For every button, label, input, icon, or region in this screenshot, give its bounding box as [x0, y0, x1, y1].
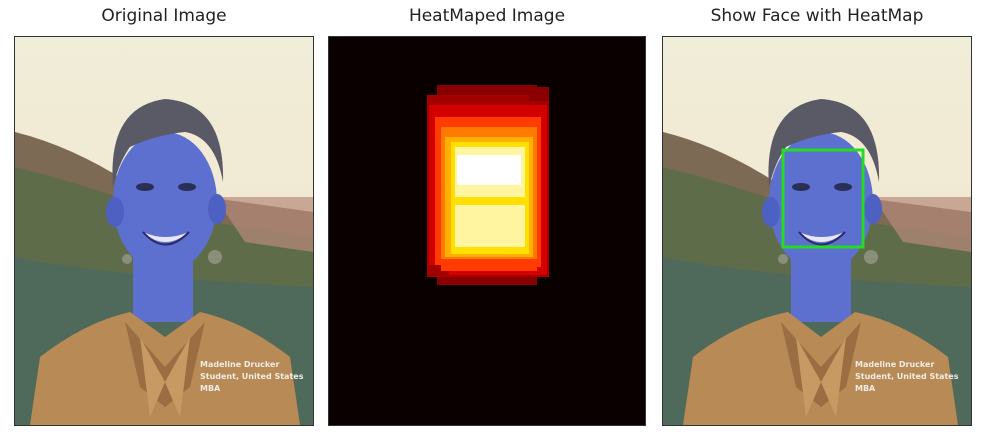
title-show-face-with-heatmap: Show Face with HeatMap: [710, 6, 924, 26]
heatmap-image: [329, 37, 645, 425]
caption-line3: MBA: [200, 384, 221, 393]
face-detection-box: [781, 148, 865, 249]
heatmaped-image-panel: [328, 36, 646, 426]
caption-line1: Madeline Drucker: [200, 360, 279, 369]
face-with-heatmap-panel: Madeline Drucker Student, United States …: [662, 36, 972, 426]
title-heatmaped-image: HeatMaped Image: [408, 6, 566, 26]
caption-line2: Student, United States: [200, 372, 304, 381]
caption-line1: Madeline Drucker: [855, 360, 934, 369]
original-photo: Madeline Drucker Student, United States …: [15, 37, 313, 425]
caption-line2: Student, United States: [855, 372, 959, 381]
title-original-image: Original Image: [101, 6, 227, 26]
face-detection-photo: Madeline Drucker Student, United States …: [663, 37, 971, 425]
caption-line3: MBA: [855, 384, 876, 393]
original-image-panel: Madeline Drucker Student, United States …: [14, 36, 314, 426]
